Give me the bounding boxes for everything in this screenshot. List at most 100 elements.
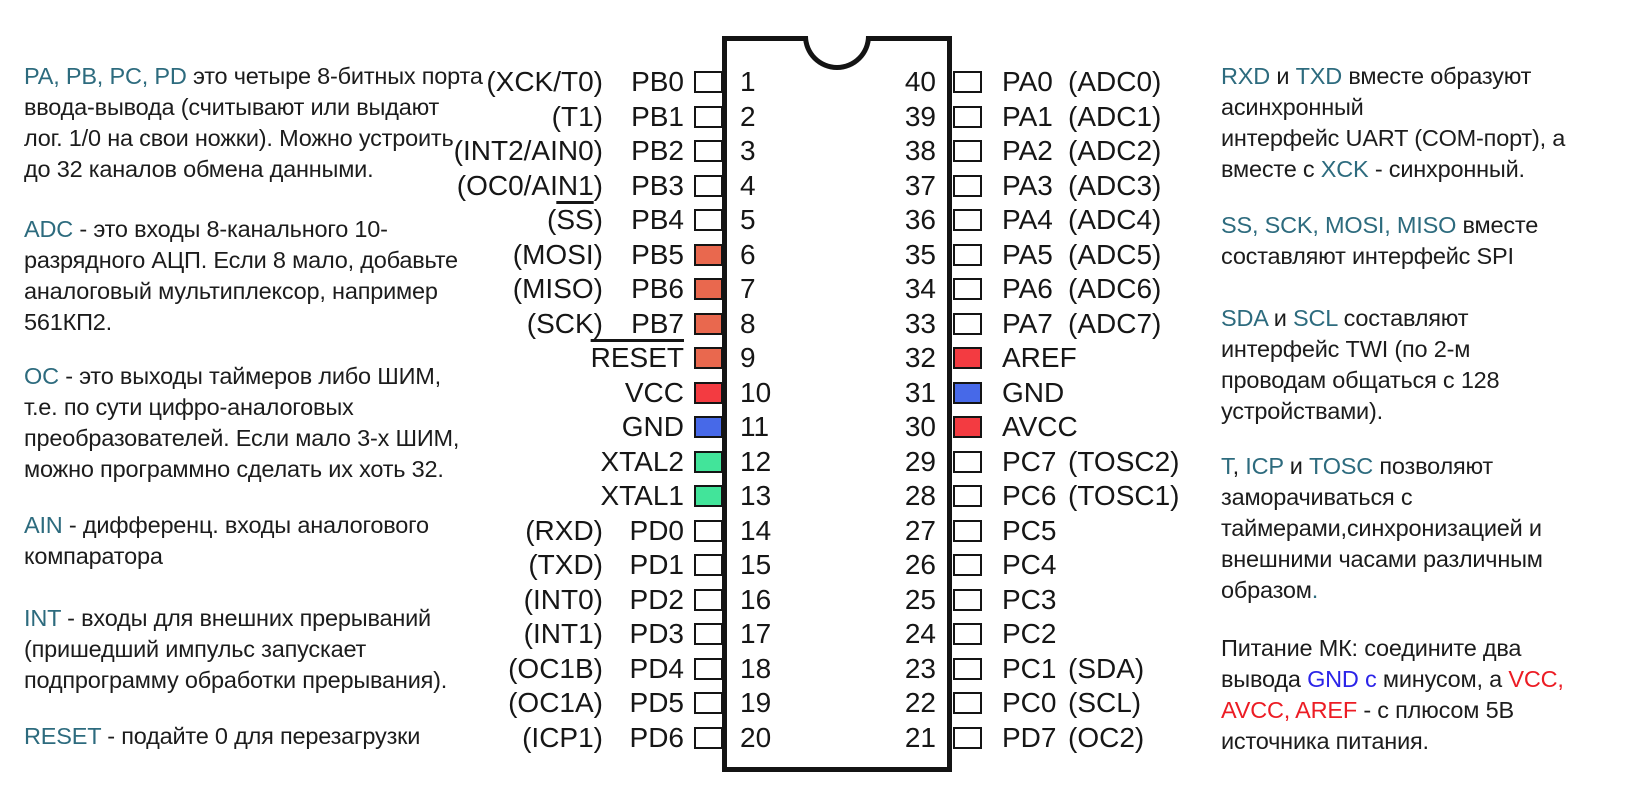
pin-function-label: (SS) [546, 204, 603, 235]
note-segment: PA, PB, PC, PD [24, 63, 187, 89]
pin-number: 11 [740, 411, 770, 442]
pin-number: 22 [904, 687, 936, 718]
pin-number: 27 [904, 514, 936, 546]
pin-port-name: PC3 [1002, 583, 1057, 615]
pin-square-white [953, 623, 982, 645]
pin-number: 32 [904, 342, 936, 373]
pin-function-label: (SCL) [1068, 687, 1142, 718]
pin-square-white [953, 140, 982, 162]
pin-port-name: PD4 [629, 652, 684, 684]
pin-number: 14 [740, 514, 772, 546]
note-segment: SCL [1293, 305, 1338, 331]
pin-label-row: AVCC [1002, 410, 1180, 445]
pin-label-row: (OC0/AIN1) PB3 [300, 168, 684, 203]
pin-label-row: PC7 (TOSC2) [1002, 444, 1180, 479]
pin-square-white [694, 140, 723, 162]
pin-square-row [953, 513, 982, 548]
pin-function-label: (OC0/AIN1) [456, 169, 603, 201]
note-segment: SDA [1221, 305, 1268, 331]
pin-label-row: (TXD) PD1 [300, 548, 684, 583]
pin-square-row [953, 651, 982, 686]
pin-square-white [953, 657, 982, 680]
pin-number: 4 [740, 169, 756, 201]
pin-label-row: PC0 (SCL) [1002, 686, 1180, 721]
pin-square-white [953, 485, 982, 507]
left-pin-squares [694, 65, 723, 755]
pin-function-label: (TXD) [528, 549, 603, 580]
pin-number: 7 [740, 273, 756, 304]
pin-label-row: (ICP1) PD6 [300, 720, 684, 755]
note-segment: и [1267, 305, 1294, 331]
pin-number: 23 [904, 652, 936, 684]
pin-square-orange [694, 243, 723, 266]
pin-port-name: PD2 [629, 583, 684, 615]
pin-label-row: PC1 (SDA) [1002, 651, 1180, 686]
note-segment: - это выходы таймеров либо ШИМ, т.е. по … [24, 363, 460, 482]
note-oc: OC - это выходы таймеров либо ШИМ, т.е. … [24, 361, 459, 485]
pin-label-row: PC3 [1002, 582, 1180, 617]
note-twi: SDA и SCL составляют интерфейс TWI (по 2… [1221, 303, 1500, 427]
pin-square-row [953, 375, 982, 410]
note-segment: ICP [1245, 453, 1284, 479]
pin-square-white [694, 105, 723, 128]
pin-square-row [694, 99, 723, 134]
pin-number: 40 [904, 66, 936, 97]
pin-number: 20 [740, 721, 772, 753]
pin-port-name: GND [1002, 376, 1065, 408]
pin-function-label: (INT2/AIN0) [453, 135, 603, 166]
pin-square-white [953, 209, 982, 231]
pin-square-white [953, 174, 982, 197]
pin-square-white [953, 71, 982, 93]
pin-square-white [694, 519, 723, 542]
note-segment: TXD [1295, 63, 1343, 89]
chip-body [722, 36, 952, 772]
note-segment: GND с [1307, 666, 1377, 692]
pin-port-name: PA1 [1002, 100, 1053, 132]
note-segment: минусом, а [1376, 666, 1509, 692]
pin-port-name: PC7 [1002, 445, 1057, 477]
pin-label-row: XTAL2 [300, 444, 684, 479]
pin-function-label: (ADC0) [1068, 66, 1162, 97]
pin-square-row [953, 444, 982, 479]
note-segment: позволяют заморачиваться с таймерами,син… [1221, 453, 1543, 603]
pin-number: 13 [740, 480, 772, 511]
pin-square-row [953, 203, 982, 238]
pin-square-row [694, 237, 723, 272]
note-segment: - дифференц. входы аналогового компарато… [24, 512, 429, 569]
pin-square-white [953, 105, 982, 128]
right-pin-numbers: 40 39 38 37 36 35 34 33 32 31 30 29 28 27 26 25 24 23 22 21 [856, 65, 936, 755]
pin-label-row: GND [1002, 375, 1180, 410]
pin-port-name: PA4 [1002, 204, 1053, 235]
pin-square-white [694, 588, 723, 611]
pin-port-name: PD5 [629, 687, 684, 718]
pin-square-white [953, 692, 982, 714]
pin-number: 35 [904, 238, 936, 270]
pin-number: 25 [904, 583, 936, 615]
pin-number: 38 [904, 135, 936, 166]
pin-port-name: PB1 [631, 100, 684, 132]
pin-label-row: PC2 [1002, 617, 1180, 652]
pin-function-label: (ADC2) [1068, 135, 1162, 166]
note-adc: ADC - это входы 8-канального 10- разрядн… [24, 214, 458, 338]
pin-label-row: PC4 [1002, 548, 1180, 583]
pin-square-row [694, 203, 723, 238]
pin-number: 8 [740, 307, 756, 339]
pin-square-blue [694, 416, 723, 438]
pin-port-name: GND [621, 411, 684, 442]
pin-function-label: (TOSC2) [1068, 445, 1180, 477]
pin-square-row [694, 513, 723, 548]
pin-square-white [953, 726, 982, 749]
pin-port-name: RESET [591, 342, 684, 374]
note-int: INT - входы для внешних прерываний (приш… [24, 603, 447, 696]
pin-label-row: (T1) PB1 [300, 99, 684, 134]
pin-square-orange [694, 278, 723, 300]
pin-square-row [694, 134, 723, 169]
pin-number: 17 [740, 618, 772, 649]
pin-number: 28 [904, 480, 936, 511]
pin-port-name: PC2 [1002, 618, 1057, 649]
note-segment: - это входы 8-канального 10- разрядного … [24, 216, 458, 335]
note-segment: AIN [24, 512, 63, 538]
pin-square-red [953, 416, 982, 438]
pin-number: 21 [904, 721, 936, 753]
note-segment: - подайте 0 для перезагрузки [100, 723, 421, 749]
